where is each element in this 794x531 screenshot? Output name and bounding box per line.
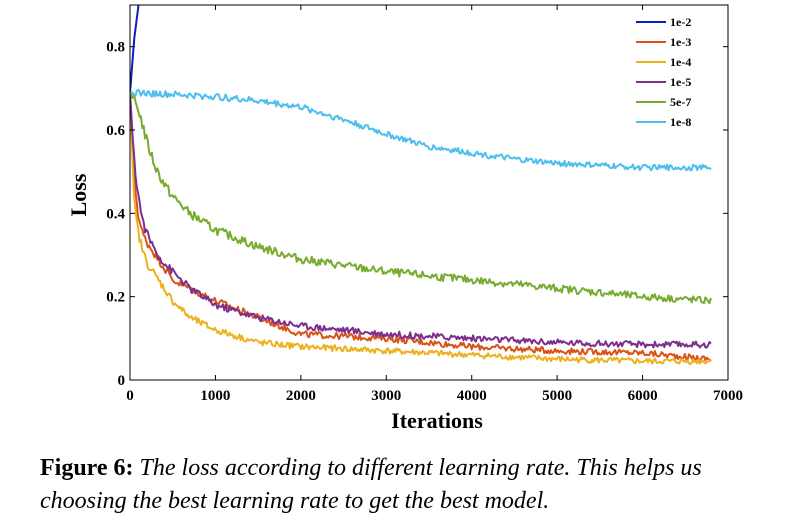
x-tick-label: 4000 — [457, 388, 487, 404]
loss-chart: 0 1000 2000 3000 4000 5000 6000 7000 0 0.2 0.4 0.6 0… — [66, 4, 743, 433]
y-tick-label: 0.4 — [106, 206, 125, 222]
ticks-layer: 0 1000 2000 3000 4000 5000 6000 7000 0 0.2 0.4 0.6 0… — [106, 5, 743, 404]
caption-text: The loss according to different learning… — [40, 455, 702, 514]
legend: 1e-2 1e-3 1e-4 1e-5 5e-7 1e-8 — [636, 15, 691, 129]
legend-label: 5e-7 — [670, 95, 691, 109]
figure-caption: Figure 6: The loss according to differen… — [40, 452, 780, 518]
y-tick-label: 0 — [118, 373, 126, 389]
y-axis-title: Loss — [66, 173, 91, 216]
legend-label: 1e-2 — [670, 15, 691, 29]
x-tick-label: 5000 — [542, 388, 572, 404]
y-tick-label: 0.2 — [106, 290, 125, 306]
plot-frame — [129, 4, 729, 381]
x-axis-title: Iterations — [391, 408, 483, 433]
y-tick-label: 0.8 — [106, 40, 125, 56]
series-line-5e-7 — [130, 92, 712, 305]
series-layer — [130, 5, 712, 366]
series-line-1e-3 — [130, 92, 712, 362]
legend-label: 1e-5 — [670, 75, 691, 89]
legend-label: 1e-3 — [670, 35, 691, 49]
x-tick-label: 1000 — [200, 388, 230, 404]
x-tick-label: 3000 — [371, 388, 401, 404]
series-line-1e-4 — [130, 92, 712, 366]
y-tick-label: 0.6 — [106, 123, 125, 139]
x-tick-label: 0 — [126, 388, 134, 404]
legend-label: 1e-4 — [670, 55, 691, 69]
x-tick-label: 7000 — [713, 388, 743, 404]
series-line-1e-8 — [130, 88, 712, 172]
x-tick-label: 6000 — [628, 388, 658, 404]
x-tick-label: 2000 — [286, 388, 316, 404]
caption-label: Figure 6: — [40, 455, 134, 481]
series-line-1e-2 — [130, 5, 140, 93]
legend-label: 1e-8 — [670, 115, 691, 129]
series-line-1e-5 — [130, 92, 712, 349]
